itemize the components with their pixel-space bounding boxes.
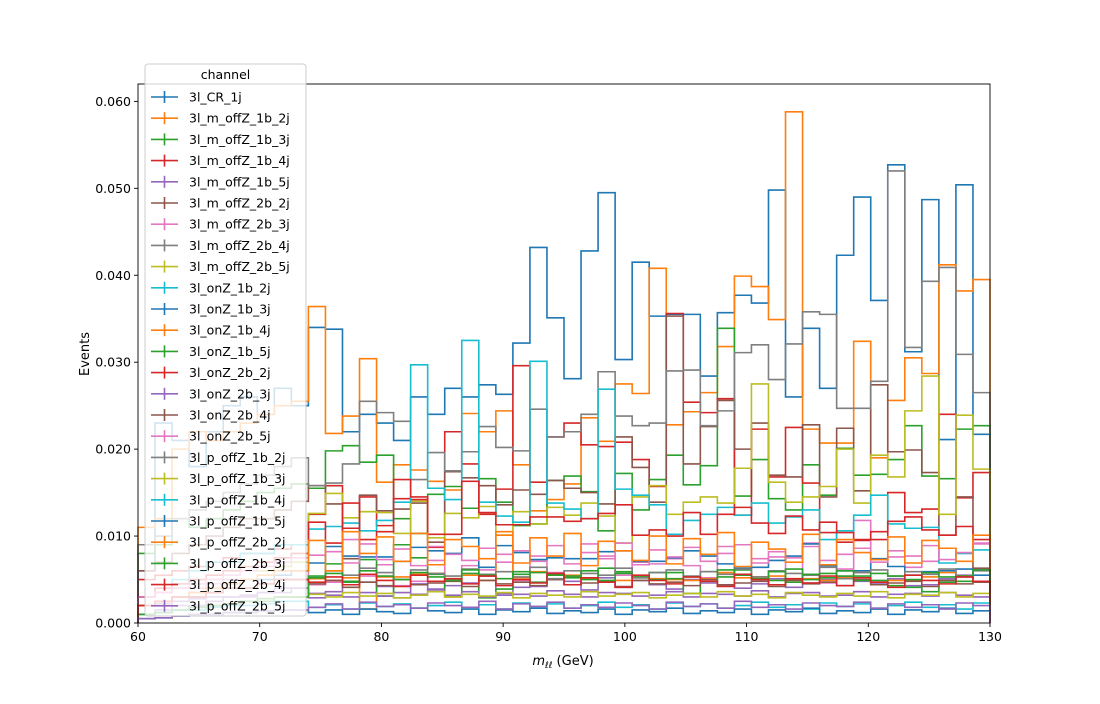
- legend-entry-3l_p_offZ_1b_5j: 3l_p_offZ_1b_5j: [151, 514, 286, 529]
- x-axis: 60 70 80 90 100 110 120 130: [130, 623, 1002, 644]
- x-tick-label: 130: [978, 629, 1002, 644]
- legend-label: 3l_m_offZ_1b_4j: [189, 153, 290, 168]
- legend-label: 3l_onZ_2b_4j: [189, 408, 271, 423]
- legend-entry-3l_p_offZ_2b_3j: 3l_p_offZ_2b_3j: [151, 556, 286, 571]
- legend-entry-3l_onZ_1b_3j: 3l_onZ_1b_3j: [151, 302, 271, 317]
- legend-label: 3l_p_offZ_2b_4j: [189, 577, 286, 592]
- legend-box: [144, 63, 307, 617]
- y-tick-label: 0.050: [95, 181, 131, 196]
- y-tick-label: 0.020: [95, 442, 131, 457]
- legend-label: 3l_CR_1j: [189, 90, 242, 105]
- legend-entry-3l_onZ_1b_2j: 3l_onZ_1b_2j: [151, 280, 271, 295]
- legend-entry-3l_m_offZ_1b_3j: 3l_m_offZ_1b_3j: [151, 132, 290, 147]
- y-tick-label: 0.060: [95, 94, 131, 109]
- legend-label: 3l_p_offZ_1b_3j: [189, 471, 286, 486]
- legend-label: 3l_m_offZ_2b_4j: [189, 238, 290, 253]
- legend-entry-3l_m_offZ_2b_5j: 3l_m_offZ_2b_5j: [151, 259, 290, 274]
- legend-label: 3l_m_offZ_1b_2j: [189, 111, 290, 126]
- x-tick-label: 80: [373, 629, 389, 644]
- x-tick-label: 70: [252, 629, 268, 644]
- x-tick-label: 100: [613, 629, 637, 644]
- legend-label: 3l_p_offZ_1b_2j: [189, 450, 286, 465]
- y-tick-label: 0.040: [95, 268, 131, 283]
- legend-entry-3l_m_offZ_2b_2j: 3l_m_offZ_2b_2j: [151, 196, 290, 211]
- legend-entry-3l_onZ_2b_2j: 3l_onZ_2b_2j: [151, 365, 271, 380]
- legend-entry-3l_CR_1j: 3l_CR_1j: [151, 90, 242, 105]
- legend: channel 3l_CR_1j 3l_m_offZ_1b_2j 3l_m_offZ…: [144, 63, 307, 617]
- x-tick-label: 60: [130, 629, 146, 644]
- y-tick-label: 0.030: [95, 355, 131, 370]
- legend-label: 3l_onZ_2b_3j: [189, 386, 271, 401]
- legend-entry-3l_m_offZ_2b_4j: 3l_m_offZ_2b_4j: [151, 238, 290, 253]
- y-tick-label: 0.010: [95, 529, 131, 544]
- legend-label: 3l_onZ_1b_2j: [189, 280, 271, 295]
- legend-label: 3l_m_offZ_2b_3j: [189, 217, 290, 232]
- legend-entry-3l_m_offZ_1b_5j: 3l_m_offZ_1b_5j: [151, 174, 290, 189]
- y-tick-label: 0.000: [95, 616, 131, 631]
- legend-label: 3l_m_offZ_1b_5j: [189, 174, 290, 189]
- legend-entry-3l_onZ_1b_5j: 3l_onZ_1b_5j: [151, 344, 271, 359]
- legend-entry-3l_m_offZ_1b_4j: 3l_m_offZ_1b_4j: [151, 153, 290, 168]
- legend-entry-3l_onZ_2b_5j: 3l_onZ_2b_5j: [151, 429, 271, 444]
- y-axis: 0.000 0.010 0.020 0.030 0.040 0.050 0.060: [95, 94, 138, 631]
- legend-entry-3l_onZ_1b_4j: 3l_onZ_1b_4j: [151, 323, 271, 338]
- legend-label: 3l_m_offZ_2b_5j: [189, 259, 290, 274]
- legend-label: 3l_m_offZ_2b_2j: [189, 196, 290, 211]
- legend-entry-3l_p_offZ_2b_2j: 3l_p_offZ_2b_2j: [151, 535, 286, 550]
- legend-entry-3l_onZ_2b_4j: 3l_onZ_2b_4j: [151, 408, 271, 423]
- legend-label: 3l_onZ_1b_3j: [189, 302, 271, 317]
- legend-label: 3l_onZ_1b_4j: [189, 323, 271, 338]
- legend-entry-3l_p_offZ_2b_5j: 3l_p_offZ_2b_5j: [151, 598, 286, 613]
- y-axis-label: Events: [78, 332, 93, 376]
- legend-entry-3l_p_offZ_1b_2j: 3l_p_offZ_1b_2j: [151, 450, 286, 465]
- x-tick-label: 120: [856, 629, 880, 644]
- legend-label: 3l_p_offZ_2b_3j: [189, 556, 286, 571]
- legend-entry-3l_onZ_2b_3j: 3l_onZ_2b_3j: [151, 386, 271, 401]
- legend-entry-3l_p_offZ_1b_4j: 3l_p_offZ_1b_4j: [151, 492, 286, 507]
- legend-label: 3l_m_offZ_1b_3j: [189, 132, 290, 147]
- legend-label: 3l_p_offZ_2b_2j: [189, 535, 286, 550]
- legend-entry-3l_m_offZ_2b_3j: 3l_m_offZ_2b_3j: [151, 217, 290, 232]
- legend-label: 3l_p_offZ_1b_4j: [189, 492, 286, 507]
- x-tick-label: 110: [735, 629, 759, 644]
- legend-label: 3l_p_offZ_1b_5j: [189, 514, 286, 529]
- plot-frame: [137, 83, 991, 624]
- x-tick-label: 90: [495, 629, 511, 644]
- x-axis-label: mℓℓ (GeV): [532, 654, 593, 671]
- legend-label: 3l_onZ_2b_5j: [189, 429, 271, 444]
- legend-label: 3l_p_offZ_2b_5j: [189, 598, 286, 613]
- legend-entries: 3l_CR_1j 3l_m_offZ_1b_2j 3l_m_offZ_1b_3j 3l…: [151, 90, 290, 613]
- legend-entry-3l_p_offZ_1b_3j: 3l_p_offZ_1b_3j: [151, 471, 286, 486]
- legend-entry-3l_m_offZ_1b_2j: 3l_m_offZ_1b_2j: [151, 111, 290, 126]
- legend-title: channel: [201, 67, 250, 82]
- legend-label: 3l_onZ_2b_2j: [189, 365, 271, 380]
- legend-entry-3l_p_offZ_2b_4j: 3l_p_offZ_2b_4j: [151, 577, 286, 592]
- legend-label: 3l_onZ_1b_5j: [189, 344, 271, 359]
